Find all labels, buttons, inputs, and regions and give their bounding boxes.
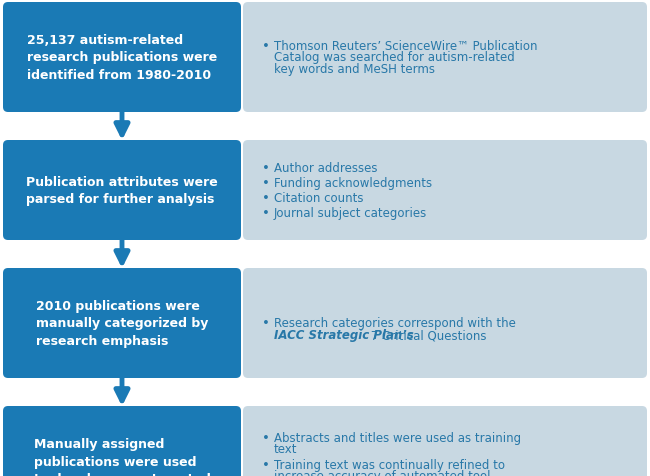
Text: 7 Critical Questions: 7 Critical Questions (367, 328, 486, 341)
FancyBboxPatch shape (243, 141, 647, 240)
FancyBboxPatch shape (3, 141, 241, 240)
Text: 2010 publications were
manually categorized by
research emphasis: 2010 publications were manually categori… (36, 299, 208, 347)
Text: Thomson Reuters’ ScienceWire™ Publication: Thomson Reuters’ ScienceWire™ Publicatio… (274, 40, 538, 53)
Text: increase accuracy of automated tool: increase accuracy of automated tool (274, 469, 491, 476)
Text: •: • (262, 161, 270, 174)
Text: •: • (262, 207, 270, 220)
FancyBboxPatch shape (3, 268, 241, 378)
Text: Journal subject categories: Journal subject categories (274, 207, 427, 220)
Text: Funding acknowledgments: Funding acknowledgments (274, 177, 432, 189)
FancyBboxPatch shape (243, 406, 647, 476)
Text: Training text was continually refined to: Training text was continually refined to (274, 457, 505, 471)
Text: •: • (262, 192, 270, 205)
Text: •: • (262, 317, 270, 330)
Text: Manually assigned
publications were used
to develop an automated
categorization : Manually assigned publications were used… (34, 437, 211, 476)
FancyBboxPatch shape (3, 3, 241, 113)
FancyBboxPatch shape (243, 268, 647, 378)
Text: •: • (262, 457, 270, 471)
Text: Citation counts: Citation counts (274, 192, 363, 205)
Text: IACC Strategic Plan’s: IACC Strategic Plan’s (274, 328, 414, 341)
Text: key words and MeSH terms: key words and MeSH terms (274, 63, 435, 76)
Text: Catalog was searched for autism-related: Catalog was searched for autism-related (274, 51, 515, 64)
FancyBboxPatch shape (243, 3, 647, 113)
Text: •: • (262, 40, 270, 53)
FancyBboxPatch shape (3, 406, 241, 476)
Text: 25,137 autism-related
research publications were
identified from 1980-2010: 25,137 autism-related research publicati… (27, 34, 217, 82)
Text: text: text (274, 443, 298, 456)
Text: •: • (262, 177, 270, 189)
Text: Abstracts and titles were used as training: Abstracts and titles were used as traini… (274, 431, 521, 444)
Text: Research categories correspond with the: Research categories correspond with the (274, 317, 516, 330)
Text: •: • (262, 431, 270, 444)
Text: Author addresses: Author addresses (274, 161, 378, 174)
Text: Publication attributes were
parsed for further analysis: Publication attributes were parsed for f… (26, 175, 218, 206)
